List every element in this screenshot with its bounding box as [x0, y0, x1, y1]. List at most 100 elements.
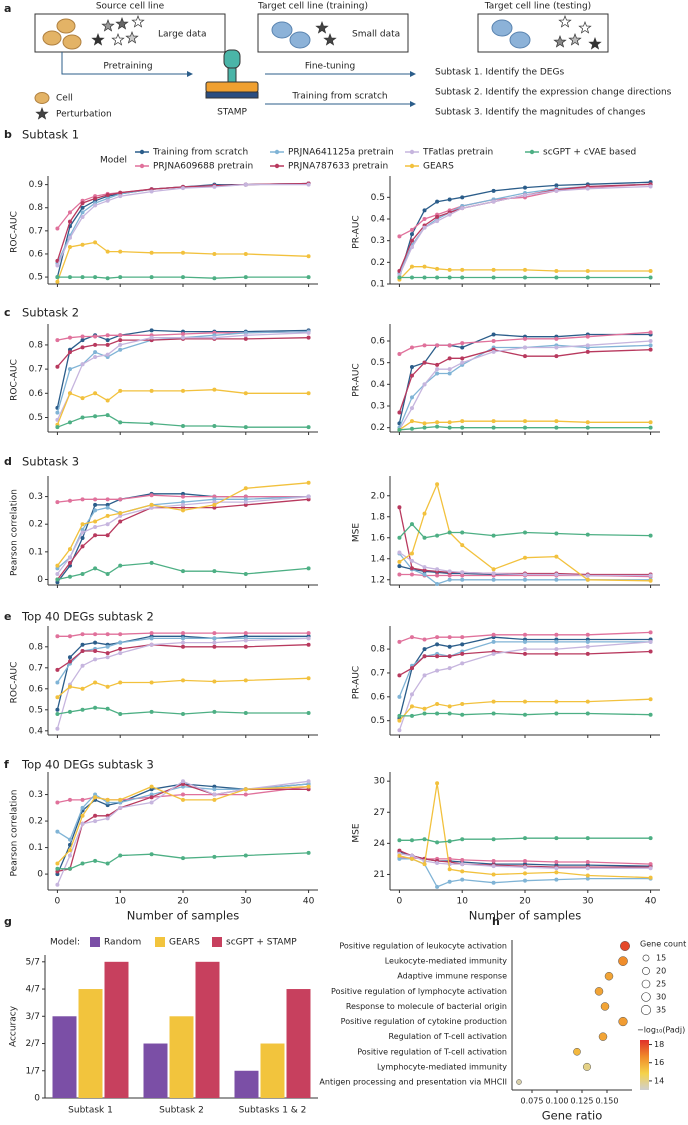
point [460, 275, 465, 280]
point [491, 332, 496, 337]
point [80, 214, 85, 219]
point [435, 420, 440, 425]
y-axis-label: ROC-AUC [10, 662, 20, 704]
point [181, 423, 185, 428]
point [648, 573, 653, 578]
point [55, 263, 60, 268]
y-tick-label: 0.7 [29, 365, 43, 375]
point [523, 647, 527, 652]
y-tick-label: 0.2 [371, 423, 385, 433]
point [460, 425, 465, 430]
legend-label: scGPT + STAMP [226, 938, 297, 948]
point [460, 570, 465, 575]
point [67, 210, 72, 215]
point [491, 711, 496, 716]
y-axis-label: PR-AUC [352, 215, 362, 248]
point [409, 713, 414, 718]
point [435, 711, 440, 716]
point [460, 530, 465, 535]
size-legend-dot [640, 1004, 652, 1016]
y-tick-label: 0.5 [371, 358, 385, 368]
point [648, 330, 653, 335]
y-tick-label: 1.4 [371, 554, 386, 564]
legend-swatch [90, 937, 100, 947]
point [105, 342, 110, 347]
y-tick-label: 0.3 [371, 236, 385, 246]
point [397, 564, 402, 569]
point [435, 275, 440, 280]
point [306, 330, 311, 335]
arrow-label: Training from scratch [291, 92, 387, 102]
y-tick-label: 27 [374, 808, 385, 818]
point [149, 250, 154, 255]
point [585, 639, 590, 644]
legend-swatch [409, 163, 415, 169]
point [181, 388, 185, 393]
point [409, 373, 414, 378]
y-tick-label: 1.8 [371, 512, 386, 522]
point [212, 854, 217, 859]
arrow-label: Pretraining [103, 62, 152, 72]
point [149, 502, 154, 507]
point [212, 505, 217, 510]
y-tick-label: 0.7 [371, 668, 385, 678]
point [435, 573, 440, 578]
y-tick-label: 0.6 [29, 684, 44, 694]
point [93, 497, 98, 502]
point [491, 864, 496, 869]
panel-label: d [4, 455, 12, 468]
point [585, 269, 590, 273]
point [93, 196, 98, 201]
y-tick-label: 0.4 [29, 726, 44, 736]
point [67, 634, 72, 639]
point [181, 335, 185, 340]
point [523, 185, 527, 190]
category-label: Lymphocyte-mediated immunity [377, 1062, 507, 1071]
point [80, 497, 85, 502]
point [118, 511, 123, 516]
point [118, 519, 123, 524]
point [422, 208, 427, 213]
legend-text: Perturbation [56, 110, 112, 120]
point [460, 701, 465, 706]
panel-label: g [4, 915, 12, 928]
legend-swatch [212, 937, 222, 947]
point [212, 251, 217, 256]
y-axis-label: MSE [352, 823, 362, 842]
point [93, 705, 98, 710]
point [243, 336, 248, 341]
bar [143, 1043, 168, 1098]
point [460, 341, 465, 346]
point [491, 639, 496, 644]
point [55, 279, 60, 284]
point [80, 642, 85, 647]
point [243, 710, 248, 715]
subtask: Subtask 2. Identify the expression chang… [435, 88, 672, 98]
point [491, 632, 496, 637]
point [460, 195, 465, 200]
point [118, 275, 123, 280]
legend-label: Random [104, 938, 141, 948]
point [491, 533, 496, 538]
point [554, 860, 559, 865]
point [491, 571, 496, 576]
point [243, 787, 248, 792]
bar [195, 961, 220, 1098]
size-legend-dot [642, 954, 650, 962]
point [397, 718, 402, 723]
point [409, 426, 414, 431]
point [149, 709, 154, 714]
point [409, 704, 414, 709]
bar [78, 989, 103, 1098]
category-label: Adaptive immune response [397, 972, 507, 981]
point [422, 360, 427, 365]
point [118, 338, 123, 343]
point [422, 535, 427, 540]
point [447, 867, 452, 872]
stamp-icon [223, 49, 241, 69]
point [585, 349, 590, 354]
point [435, 367, 440, 372]
point [306, 494, 311, 499]
x-tick-label: 0.075 [521, 1097, 544, 1106]
point [67, 655, 72, 660]
